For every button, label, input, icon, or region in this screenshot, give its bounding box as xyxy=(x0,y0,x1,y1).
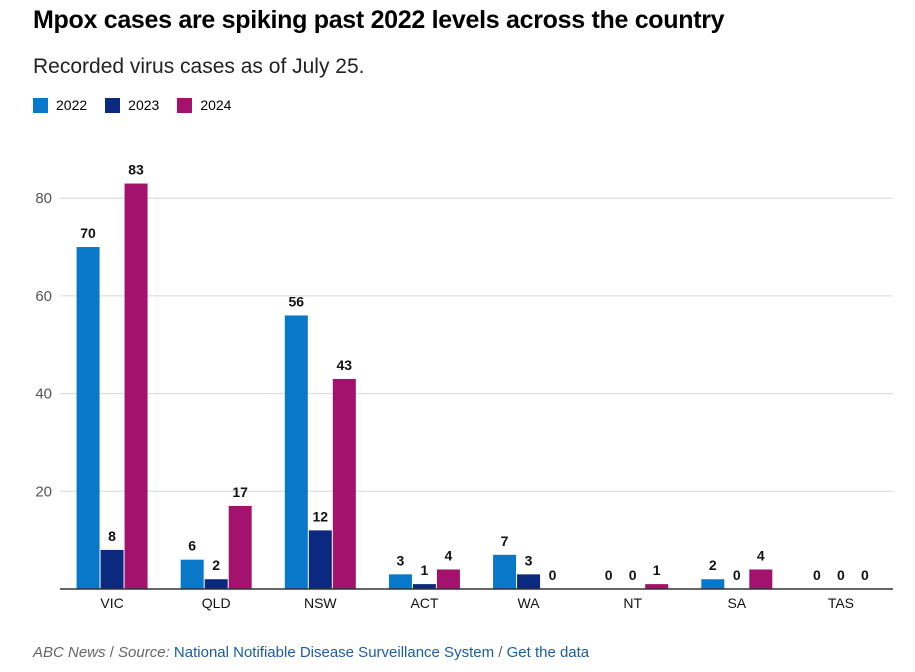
value-label-qld-2022: 6 xyxy=(188,538,196,554)
value-label-act-2024: 4 xyxy=(445,547,453,563)
outlet-name: ABC News xyxy=(33,644,106,661)
value-label-sa-2024: 4 xyxy=(757,547,765,563)
value-label-nt-2023: 0 xyxy=(629,567,637,583)
source-separator-2: / xyxy=(494,644,507,661)
bar-sa-2022 xyxy=(701,579,725,589)
bar-nsw-2024 xyxy=(332,378,356,589)
legend-label-2023: 2023 xyxy=(128,97,160,113)
value-label-vic-2022: 70 xyxy=(80,225,96,241)
source-line: ABC News / Source: National Notifiable D… xyxy=(33,644,589,661)
legend-swatch-2023 xyxy=(105,97,121,113)
legend-item-2022: 2022 xyxy=(33,97,87,113)
value-label-qld-2024: 17 xyxy=(232,484,248,500)
bar-nsw-2022 xyxy=(284,315,308,589)
legend-swatch-2024 xyxy=(177,97,193,113)
bar-nt-2024 xyxy=(645,584,669,589)
bar-vic-2023 xyxy=(100,549,124,589)
x-tick-label-wa: WA xyxy=(518,595,541,611)
bar-wa-2023 xyxy=(517,574,541,589)
value-label-tas-2023: 0 xyxy=(837,567,845,583)
x-tick-label-nt: NT xyxy=(623,595,642,611)
legend-label-2022: 2022 xyxy=(56,97,88,113)
value-label-nt-2024: 1 xyxy=(653,562,661,578)
value-label-wa-2023: 3 xyxy=(525,552,533,568)
value-label-act-2022: 3 xyxy=(397,552,405,568)
legend-swatch-2022 xyxy=(33,97,48,113)
x-tick-label-nsw: NSW xyxy=(304,595,337,611)
bar-act-2024 xyxy=(436,569,460,589)
legend-item-2023: 2023 xyxy=(105,97,159,113)
y-tick-label-20: 20 xyxy=(35,483,52,500)
x-tick-label-qld: QLD xyxy=(202,595,231,611)
value-label-act-2023: 1 xyxy=(421,562,429,578)
bar-act-2023 xyxy=(412,584,436,589)
legend-label-2024: 2024 xyxy=(200,97,232,113)
legend-item-2024: 2024 xyxy=(177,97,231,113)
y-tick-label-40: 40 xyxy=(35,386,52,403)
bar-chart: 2040608070883VIC6217QLD561243NSW314ACT73… xyxy=(35,162,893,611)
value-label-sa-2023: 0 xyxy=(733,567,741,583)
bar-vic-2022 xyxy=(76,247,100,590)
value-label-vic-2024: 83 xyxy=(128,162,144,178)
source-separator: / xyxy=(105,644,119,661)
bar-sa-2024 xyxy=(749,569,773,589)
bar-vic-2024 xyxy=(124,183,148,590)
value-label-nsw-2023: 12 xyxy=(313,508,329,524)
source-link[interactable]: National Notifiable Disease Surveillance… xyxy=(173,644,495,661)
x-tick-label-sa: SA xyxy=(727,595,746,611)
value-label-qld-2023: 2 xyxy=(212,557,220,573)
bar-qld-2023 xyxy=(204,579,228,589)
legend: 2022 2023 2024 xyxy=(33,97,249,113)
x-tick-label-vic: VIC xyxy=(100,595,123,611)
value-label-tas-2022: 0 xyxy=(813,567,821,583)
source-label: Source: xyxy=(118,644,170,661)
get-data-link[interactable]: Get the data xyxy=(506,644,590,661)
value-label-sa-2022: 2 xyxy=(709,557,717,573)
x-tick-label-act: ACT xyxy=(410,595,438,611)
value-label-nsw-2022: 56 xyxy=(289,293,305,309)
chart-title: Mpox cases are spiking past 2022 levels … xyxy=(33,6,725,34)
bar-qld-2024 xyxy=(228,505,252,589)
x-tick-label-tas: TAS xyxy=(828,595,854,611)
value-label-tas-2024: 0 xyxy=(861,567,869,583)
bar-nsw-2023 xyxy=(308,530,332,589)
chart-subtitle: Recorded virus cases as of July 25. xyxy=(33,55,365,78)
bar-qld-2022 xyxy=(180,559,204,589)
y-tick-label-60: 60 xyxy=(35,288,52,305)
value-label-vic-2023: 8 xyxy=(108,528,116,544)
bar-act-2022 xyxy=(388,574,412,589)
value-label-wa-2024: 0 xyxy=(549,567,557,583)
value-label-nsw-2024: 43 xyxy=(337,357,353,373)
y-tick-label-80: 80 xyxy=(35,190,52,207)
value-label-nt-2022: 0 xyxy=(605,567,613,583)
bar-wa-2022 xyxy=(493,554,517,589)
value-label-wa-2022: 7 xyxy=(501,533,509,549)
